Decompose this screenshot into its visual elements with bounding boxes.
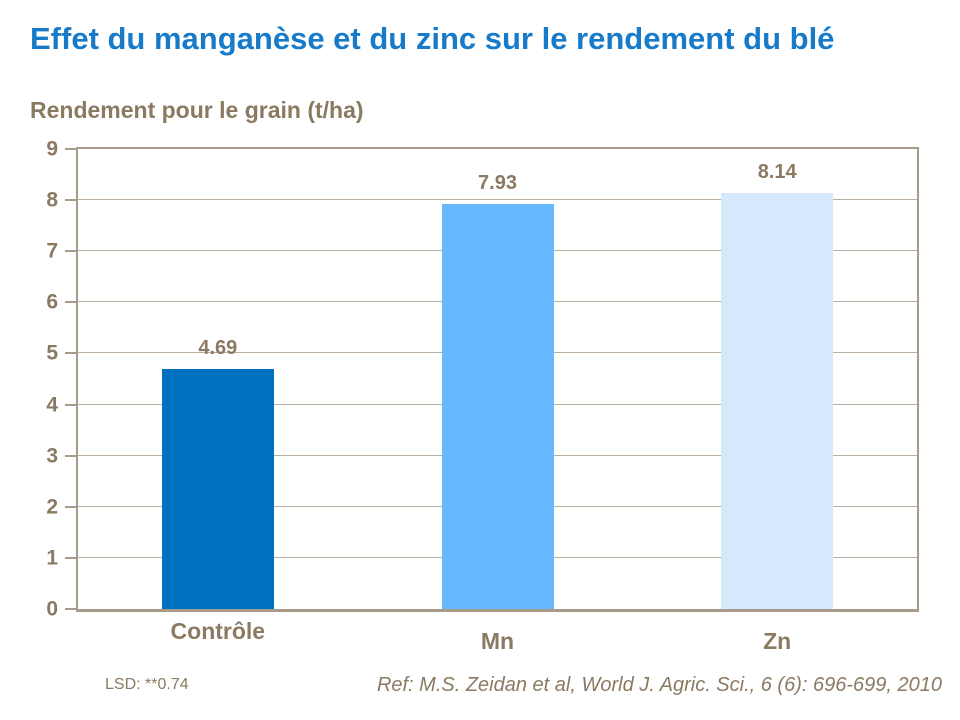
bar-value-label-1: 4.69: [198, 337, 238, 360]
y-axis-label-2: 2: [46, 495, 58, 519]
bar-value-label-2: 7.93: [478, 171, 517, 194]
x-axis-label-1: Contrôle: [170, 618, 266, 644]
bar-contr-le: [161, 369, 274, 609]
lsd-footnote: LSD: **0.74: [105, 676, 189, 693]
y-axis-label-7: 7: [46, 239, 58, 263]
y-axis-label-6: 6: [46, 290, 58, 314]
y-axis-tick-4: [65, 403, 76, 406]
bar-value-label-3: 8.14: [757, 160, 797, 183]
y-axis-label-0: 0: [46, 597, 58, 621]
reference-footnote: Ref: M.S. Zeidan et al, World J. Agric. …: [376, 674, 942, 696]
y-axis-label-1: 1: [46, 546, 58, 570]
y-axis-tick-0: [65, 608, 76, 610]
plot-area: 0 1 2 3 4 5 6 7 8 9 4.69 Contrôle 7.93 Mn 8.14 Zn: [46, 139, 919, 654]
bar-zn: [721, 192, 834, 609]
gridline-8: [78, 199, 917, 201]
y-axis-tick-8: [65, 199, 76, 202]
y-axis-tick-2: [65, 505, 76, 508]
y-axis-label-9: 9: [46, 137, 58, 161]
y-axis-tick-6: [65, 301, 76, 304]
chart-title: Effet du manganèse et du zinc sur le ren…: [30, 21, 835, 56]
x-axis-label-2: Mn: [480, 628, 515, 654]
y-axis-label-3: 3: [46, 444, 58, 468]
y-axis-tick-3: [65, 454, 76, 457]
y-axis-tick-5: [65, 352, 76, 355]
x-axis-label-3: Zn: [763, 628, 792, 654]
y-axis-label-5: 5: [46, 341, 58, 365]
y-axis-tick-7: [65, 250, 76, 253]
y-axis-label-8: 8: [46, 188, 58, 212]
bar-mn: [441, 203, 554, 609]
y-axis-title: Rendement pour le grain (t/ha): [30, 97, 364, 123]
y-axis-label-4: 4: [46, 393, 58, 417]
y-axis-tick-1: [65, 556, 76, 559]
y-axis-tick-9: [65, 148, 76, 150]
